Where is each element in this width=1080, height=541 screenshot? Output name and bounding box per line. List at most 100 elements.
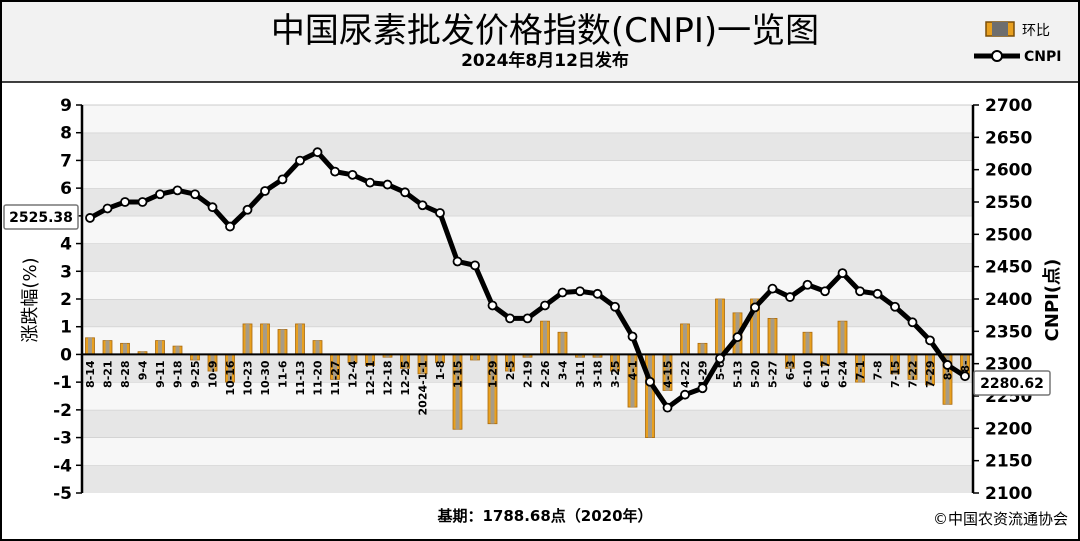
bar-shade xyxy=(525,354,530,358)
cnpi-marker xyxy=(750,302,760,313)
x-tick-label: 12-4 xyxy=(347,360,360,388)
left-axis-tick-label: -4 xyxy=(53,456,72,476)
x-tick-labels: 8-14 8-21 8-28 9-4 9-11 9-18 9-25 10-9 10-16 10-2… xyxy=(84,360,972,415)
bar-shade xyxy=(805,332,810,355)
cnpi-marker xyxy=(732,332,743,343)
x-tick-label: 12-11 xyxy=(364,360,377,395)
cnpi-marker xyxy=(627,331,638,342)
cnpi-marker xyxy=(785,292,795,302)
right-axis-tick-label: 2150 xyxy=(985,452,1032,472)
x-tick-label: 4-22 xyxy=(679,360,692,388)
right-axis-tick-label: 2500 xyxy=(985,225,1032,245)
right-axis-title: CNPI(点) xyxy=(1041,259,1063,342)
left-axis-tick-label: 6 xyxy=(60,179,72,199)
cnpi-marker xyxy=(767,283,778,294)
right-axis-tick-label: 2350 xyxy=(985,322,1032,342)
cnpi-marker xyxy=(295,155,305,166)
grid-band xyxy=(82,215,973,244)
grid-band xyxy=(82,465,973,493)
cnpi-marker xyxy=(942,360,953,370)
bar-shade xyxy=(175,346,180,355)
bar-shade xyxy=(648,354,652,438)
bar-shade xyxy=(928,354,932,385)
right-axis-tick-label: 2700 xyxy=(985,96,1032,116)
legend-bar-swatch-inner xyxy=(992,22,1008,36)
bar-shade xyxy=(455,354,460,430)
x-tick-label: 7-22 xyxy=(907,360,920,388)
copyright-note: ©中国农资流通协会 xyxy=(933,510,1068,528)
bar-shade xyxy=(350,354,355,363)
cnpi-marker xyxy=(610,301,620,312)
grid-band xyxy=(82,188,973,216)
x-tick-label: 11-20 xyxy=(312,360,325,396)
x-tick-label: 2-5 xyxy=(504,360,517,380)
cnpi-marker xyxy=(872,288,883,299)
left-axis-tick-label: 9 xyxy=(60,96,72,116)
bar-shade xyxy=(403,354,407,369)
x-tick-label: 7-8 xyxy=(872,360,885,380)
cnpi-marker xyxy=(347,169,358,180)
bar-shade xyxy=(298,323,302,355)
legend: 环比 CNPI xyxy=(974,21,1061,65)
x-tick-label: 8-21 xyxy=(102,360,115,388)
grid-band xyxy=(82,437,973,466)
x-tick-label: 10-30 xyxy=(259,360,272,396)
bar-shade xyxy=(963,354,967,374)
right-axis: 2100215022002250230023502400245025002550… xyxy=(971,96,1032,504)
left-axis-tick-label: 2 xyxy=(60,290,72,310)
bar-shade xyxy=(210,354,215,372)
cnpi-marker xyxy=(102,203,113,214)
x-tick-label: 4-15 xyxy=(662,360,675,388)
cnpi-marker xyxy=(85,213,95,223)
left-axis-tick-label: 3 xyxy=(60,262,72,282)
bar-shade xyxy=(665,354,670,391)
bar-shade xyxy=(315,340,320,355)
bar-shade xyxy=(630,354,635,408)
bar-shade xyxy=(385,354,390,358)
bar-shade xyxy=(560,332,565,355)
bar-shade xyxy=(368,354,372,366)
right-axis-tick-label: 2450 xyxy=(985,258,1032,278)
bar-shade xyxy=(613,354,617,372)
left-axis-tick-label: 1 xyxy=(60,318,72,338)
x-tick-label: 5-27 xyxy=(767,360,780,388)
x-tick-label: 8-28 xyxy=(119,360,132,388)
cnpi-marker xyxy=(662,402,673,413)
legend-bar-label: 环比 xyxy=(1022,23,1050,39)
x-tick-label: 8-14 xyxy=(84,360,97,388)
bar-shade xyxy=(228,354,232,383)
x-tick-label: 3-25 xyxy=(609,360,622,388)
cnpi-marker xyxy=(365,177,375,188)
chart-subtitle: 2024年8月12日发布 xyxy=(461,50,629,71)
bar-shade xyxy=(893,354,897,374)
left-axis-title: 涨跌幅(%) xyxy=(20,257,41,342)
cnpi-marker xyxy=(540,300,550,311)
x-tick-label: 2-26 xyxy=(539,360,552,388)
cnpi-marker xyxy=(802,279,813,290)
bar-shade xyxy=(858,354,862,383)
left-axis-tick-label: 8 xyxy=(60,124,72,144)
grid-band xyxy=(82,409,973,438)
grid-band xyxy=(82,105,973,133)
cnpi-marker xyxy=(557,287,568,298)
cnpi-marker xyxy=(470,260,480,271)
right-axis-tick-label: 2200 xyxy=(985,419,1032,439)
bar-shade xyxy=(945,354,950,405)
grid-band xyxy=(82,382,973,410)
bar-shade xyxy=(770,318,775,355)
x-tick-label: 8- xyxy=(959,360,972,372)
cnpi-marker xyxy=(225,221,235,232)
bar-shade xyxy=(88,337,92,355)
cnpi-marker xyxy=(382,179,393,190)
x-tick-label: 2-19 xyxy=(522,360,535,388)
cnpi-marker xyxy=(260,186,270,196)
bar-shade xyxy=(140,351,145,355)
bar-shade xyxy=(193,354,197,360)
x-tick-label: 10-9 xyxy=(207,360,220,388)
x-tick-label: 11-27 xyxy=(329,360,342,395)
left-axis-tick-label: 0 xyxy=(60,345,72,365)
cnpi-marker xyxy=(645,376,655,387)
cnpi-marker xyxy=(592,288,603,299)
bar-shade xyxy=(438,354,442,363)
cnpi-marker xyxy=(417,200,428,211)
